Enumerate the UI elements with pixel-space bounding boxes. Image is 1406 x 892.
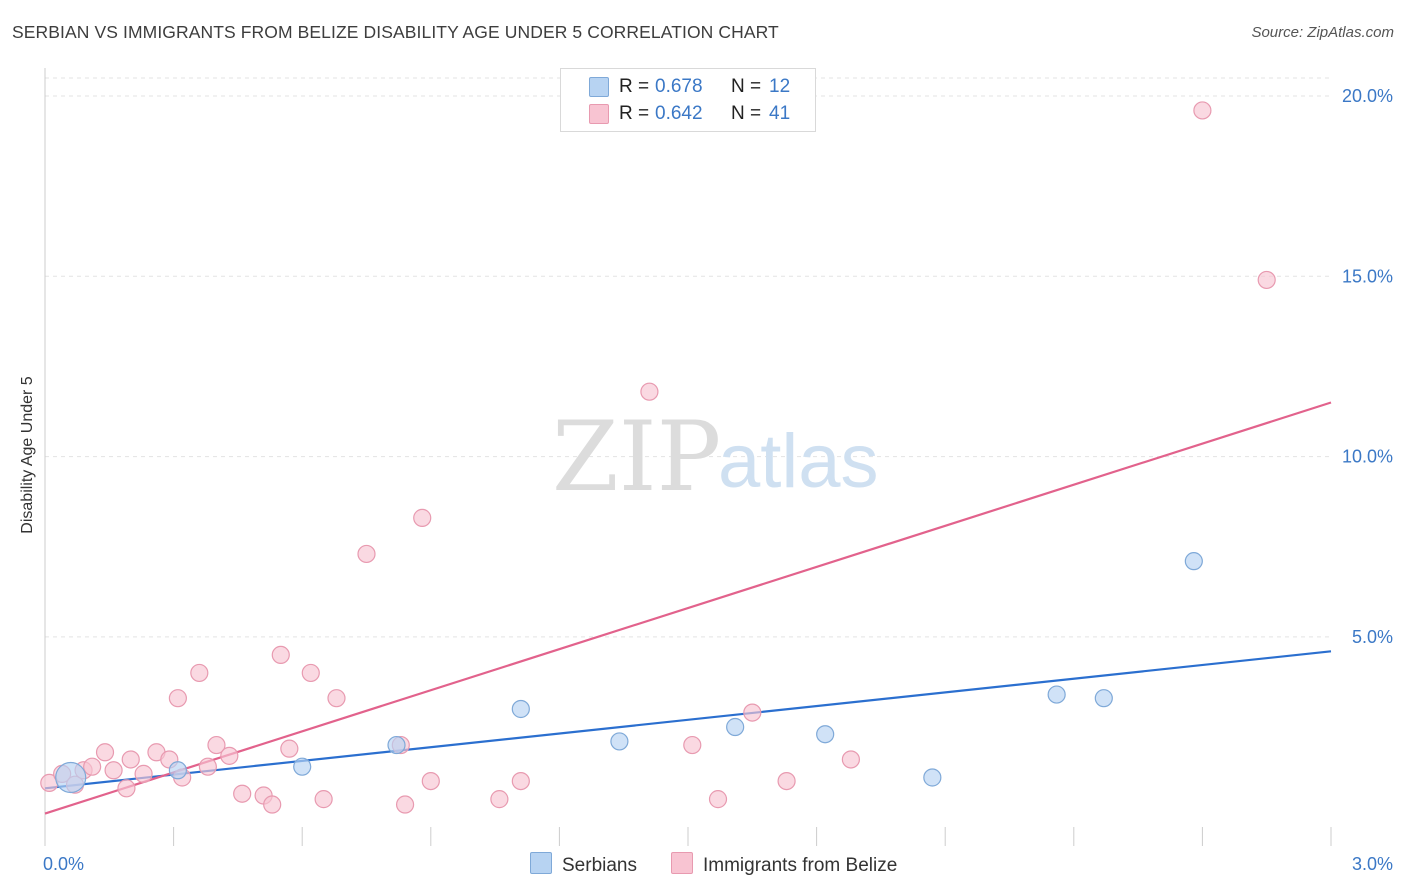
- belize-point: [1257, 270, 1276, 290]
- belize-point: [841, 750, 860, 769]
- legend-row-serbians: R = 0.678 N = 12: [561, 74, 815, 100]
- legend-n-label: N =: [731, 76, 762, 97]
- belize-legend-swatch: [671, 852, 693, 874]
- legend-r-value: 0.642: [655, 103, 703, 124]
- y-tick-label: 20.0%: [1342, 86, 1393, 106]
- legend-n-value: 41: [769, 103, 791, 124]
- belize-point: [640, 382, 659, 401]
- serbians-point: [293, 757, 312, 776]
- belize-trend-line: [44, 401, 1332, 815]
- belize-point: [104, 761, 123, 780]
- source-label: Source: ZipAtlas.com: [1251, 24, 1394, 41]
- gridlines: [45, 77, 1331, 638]
- chart-title: SERBIAN VS IMMIGRANTS FROM BELIZE DISABI…: [12, 22, 779, 42]
- belize-point: [198, 757, 217, 776]
- belize-legend-label: Immigrants from Belize: [703, 855, 898, 876]
- belize-point: [511, 771, 530, 791]
- serbians-point: [923, 768, 942, 787]
- belize-point: [83, 757, 102, 776]
- watermark-atlas: atlas: [718, 419, 879, 504]
- belize-point: [777, 771, 796, 791]
- belize-point: [117, 779, 136, 798]
- belize-point: [301, 663, 320, 683]
- watermark-zip: ZIP: [552, 401, 721, 513]
- bottom-legend-belize: Immigrants from Belize: [671, 852, 897, 877]
- axes: [44, 68, 1332, 846]
- serbians-point: [816, 725, 835, 744]
- belize-point: [207, 735, 226, 755]
- serbians-point: [1094, 689, 1113, 708]
- tick-labels: 5.0% 10.0% 15.0% 20.0% 0.0% 3.0%: [43, 86, 1393, 874]
- belize-point: [743, 703, 762, 722]
- legend-n-label: N =: [731, 103, 762, 124]
- belize-point: [280, 739, 299, 758]
- legend-row-belize: R = 0.642 N = 41: [561, 101, 815, 127]
- serbians-point: [168, 761, 187, 780]
- belize-point: [395, 795, 415, 814]
- y-tick-label: 15.0%: [1342, 266, 1393, 286]
- serbians-point: [55, 761, 87, 794]
- x-tick-label: 0.0%: [43, 854, 84, 874]
- serbians-legend-label: Serbians: [562, 855, 637, 876]
- legend-n-value: 12: [769, 76, 791, 97]
- belize-point: [1193, 101, 1212, 120]
- belize-point: [327, 689, 346, 708]
- belize-point: [263, 795, 282, 814]
- belize-point: [357, 544, 376, 564]
- belize-point: [490, 790, 509, 809]
- serbians-point: [387, 735, 406, 755]
- legend-r-label: R =: [619, 103, 650, 124]
- belize-point: [413, 508, 432, 527]
- y-tick-label: 5.0%: [1352, 627, 1393, 647]
- bottom-legend-serbians: Serbians: [530, 852, 637, 877]
- belize-point: [168, 689, 187, 708]
- serbians-point: [511, 699, 530, 719]
- belize-point: [220, 746, 239, 765]
- serbians-point: [610, 732, 629, 751]
- trend-lines: [44, 401, 1332, 815]
- serbians-swatch: [589, 77, 609, 97]
- serbians-trend-line: [44, 650, 1332, 790]
- belize-point: [314, 790, 333, 809]
- belize-point: [121, 750, 140, 769]
- data-points: [40, 101, 1276, 814]
- belize-point: [271, 645, 290, 665]
- y-tick-label: 10.0%: [1342, 447, 1393, 467]
- legend-r-value: 0.678: [655, 76, 703, 97]
- serbians-point: [726, 717, 745, 737]
- belize-point: [134, 764, 153, 783]
- belize-point: [683, 735, 702, 755]
- x-tick-label: 3.0%: [1352, 854, 1393, 874]
- belize-swatch: [589, 104, 609, 124]
- belize-point: [708, 790, 728, 809]
- belize-point: [233, 784, 252, 803]
- belize-point: [421, 771, 440, 791]
- belize-point: [190, 663, 209, 683]
- legend-r-label: R =: [619, 76, 650, 97]
- stats-legend: R = 0.678 N = 12 R = 0.642 N = 41: [560, 68, 816, 132]
- serbians-point: [1047, 685, 1066, 704]
- serbians-point: [1184, 552, 1203, 571]
- watermark: ZIP atlas: [552, 401, 879, 513]
- serbians-legend-swatch: [530, 852, 552, 874]
- belize-point: [95, 743, 115, 762]
